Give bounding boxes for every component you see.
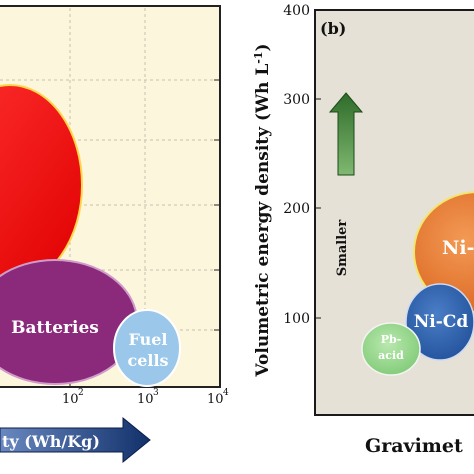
fuel-cells-label-line2: cells	[127, 351, 168, 370]
panel-label-b: (b)	[320, 19, 346, 38]
y-tick-300: 300	[283, 92, 310, 108]
x-tick-1000-base: 10	[137, 392, 154, 407]
x-tick-1000: 10 3	[137, 388, 159, 407]
pb-acid-label-line1: Pb-	[381, 333, 402, 346]
right-x-axis-label: Gravimet	[365, 435, 463, 457]
y-tick-200: 200	[283, 201, 310, 217]
right-y-ticks	[315, 98, 321, 319]
nicd-label: Ni-Cd	[414, 312, 469, 332]
y-tick-100: 100	[283, 311, 310, 327]
y-tick-400: 400	[283, 3, 310, 19]
x-axis-arrow	[0, 416, 151, 464]
x-tick-100: 10 2	[62, 388, 84, 407]
ni-region	[413, 191, 474, 313]
smaller-arrow	[328, 92, 364, 176]
right-panel: Volumetric energy density (Wh L-1) 400 3…	[252, 3, 474, 457]
right-y-axis-title-sup: -1	[252, 51, 265, 63]
nicd-region	[405, 283, 474, 361]
left-x-axis-label: ty (Wh/Kg)	[2, 432, 100, 451]
smaller-label: Smaller	[335, 220, 350, 277]
right-y-axis-title-end: )	[253, 43, 273, 51]
fuel-cells-label-line1: Fuel	[129, 330, 168, 349]
x-tick-1000-exp: 3	[153, 388, 159, 398]
batteries-label: Batteries	[11, 318, 99, 338]
x-tick-10000-exp: 4	[223, 388, 229, 398]
ni-label: Ni-	[442, 237, 474, 259]
pb-acid-label-line2: acid	[378, 349, 404, 362]
right-y-axis-title: Volumetric energy density (Wh L-1)	[252, 43, 273, 377]
x-tick-10000-base: 10	[207, 392, 224, 407]
right-y-axis-title-text: Volumetric energy density (Wh L	[253, 64, 273, 378]
x-tick-10000: 10 4	[207, 388, 229, 407]
x-tick-100-exp: 2	[78, 388, 84, 398]
fuel-cells-region	[113, 309, 181, 387]
pb-acid-region	[361, 322, 421, 376]
left-panel: Batteries Fuel cells 10 2 10 3 10 4 ty (…	[0, 5, 229, 464]
x-tick-100-base: 10	[62, 392, 79, 407]
